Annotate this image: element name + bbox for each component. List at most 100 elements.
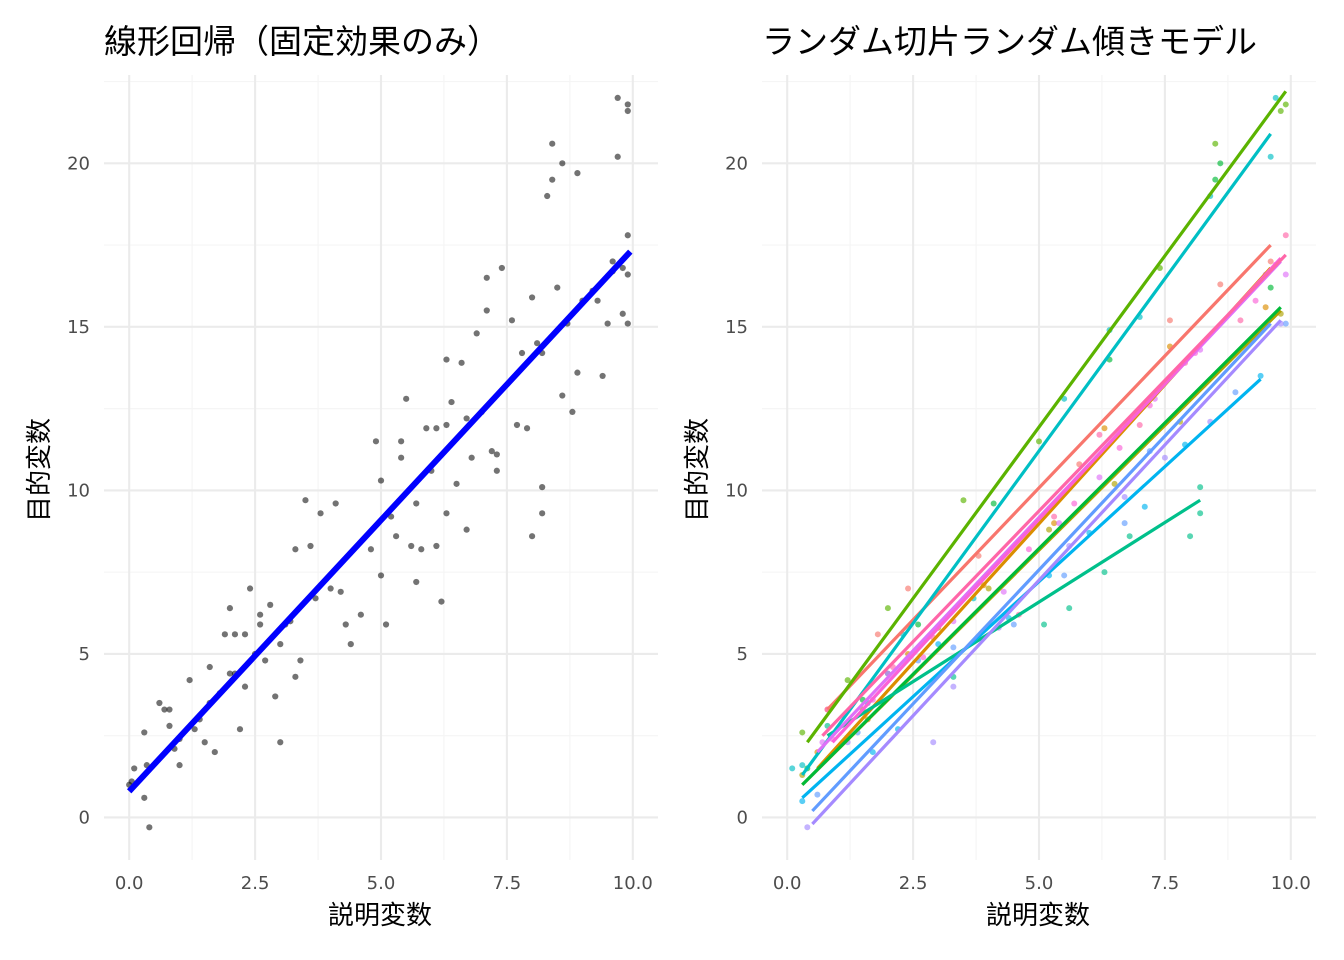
- panel-1-data-point: [342, 621, 349, 628]
- panel-1-data-point: [423, 425, 430, 432]
- panel-1-x-axis-label: 説明変数: [328, 901, 432, 931]
- panel-1-data-point: [493, 467, 500, 474]
- panel-1-data-point: [473, 330, 480, 337]
- panel-2-x-axis-label: 説明変数: [986, 901, 1090, 931]
- panel-2-series-point: [1136, 421, 1143, 428]
- panel-2-y-tick-label: 0: [737, 807, 748, 828]
- panel-1-data-point: [619, 310, 626, 317]
- panel-1-data-point: [463, 526, 470, 533]
- panel-1-data-point: [231, 631, 239, 638]
- panel-2-series-line-10: [811, 319, 1282, 826]
- panel-1-data-point: [508, 317, 516, 324]
- panel-2-series-point: [985, 585, 992, 592]
- panel-1-y-tick-label: 0: [79, 807, 90, 828]
- panel-1-data-point: [554, 284, 561, 291]
- panel-2-series-point: [1101, 425, 1108, 432]
- panel-2-series-point: [1267, 153, 1274, 160]
- panel-1-data-point: [347, 641, 354, 648]
- panel-2-series-point: [1212, 140, 1219, 147]
- panel-1-y-tick-label: 10: [67, 480, 90, 501]
- panel-2-series-point: [960, 497, 967, 504]
- panel-2-y-axis-label: 目的変数: [683, 418, 713, 522]
- panel-1-data-point: [186, 677, 193, 684]
- panel-1-data-point: [398, 438, 405, 445]
- panel-1-data-point: [483, 274, 490, 281]
- panel-1-data-point: [377, 572, 385, 579]
- panel-1-data-point: [559, 160, 566, 167]
- panel-1-x-tick-label: 5.0: [367, 873, 396, 894]
- panel-2-series-point: [1217, 160, 1224, 167]
- panel-1-data-point: [574, 369, 581, 376]
- panel-2-series-point: [1282, 232, 1289, 239]
- panel-2-y-tick-label: 20: [725, 153, 748, 174]
- panel-1-data-point: [327, 585, 334, 592]
- panel-1-data-point: [267, 601, 274, 608]
- panel-1-data-point: [619, 264, 626, 272]
- panel-2-series-point: [884, 605, 891, 612]
- panel-1-data-point: [246, 585, 254, 592]
- panel-1-data-point: [206, 663, 213, 671]
- panel-2-y-tick-label: 5: [737, 644, 748, 665]
- panel-2-series-point: [1096, 431, 1103, 438]
- panel-1-data-point: [166, 722, 173, 729]
- panel-2-series-line-5: [801, 306, 1282, 786]
- panel-2-y-tick-label: 10: [725, 480, 748, 501]
- panel-1-data-point: [382, 621, 390, 628]
- panel-1-data-point: [141, 794, 148, 801]
- panel-2-series-point: [1252, 297, 1259, 304]
- panel-1-x-tick-label: 2.5: [241, 873, 270, 894]
- panel-1-data-point: [574, 170, 581, 177]
- panel-1-data-point: [257, 611, 264, 618]
- panel-1-data-point: [528, 294, 536, 301]
- panel-1-data-point: [539, 484, 546, 491]
- panel-1-data-point: [539, 510, 546, 517]
- panel-2-series-point: [1282, 101, 1289, 108]
- panel-1-data-point: [377, 477, 385, 484]
- panel-1-data-point: [528, 533, 536, 540]
- panel-2-series-point: [1232, 389, 1239, 396]
- panel-1-data-point: [433, 542, 440, 550]
- panel-2-series-point: [1111, 480, 1118, 487]
- panel-2-series-4: [799, 101, 1289, 736]
- panel-1-data-point: [488, 448, 495, 455]
- panel-2-series-point: [814, 791, 821, 798]
- panel-2-series-point: [1010, 621, 1017, 628]
- panel-1-data-point: [493, 451, 500, 458]
- panel-1-data-point: [549, 176, 556, 183]
- panel-1-data-point: [614, 94, 621, 101]
- panel-1-data-point: [463, 415, 470, 422]
- panel-2-series-point: [799, 762, 806, 769]
- panel-2-series-line-7: [800, 132, 1272, 776]
- panel-2-series-point: [1116, 444, 1123, 451]
- panel-1-data-point: [226, 670, 234, 677]
- panel-1-data-point: [272, 693, 279, 700]
- panel-2-series-point: [1187, 533, 1194, 540]
- panel-1-data-point: [307, 542, 314, 550]
- panel-2-series-point: [844, 677, 851, 684]
- panel-2-series-point: [1025, 546, 1032, 553]
- panel-1-data-point: [549, 140, 556, 147]
- panel-2-series-point: [1101, 569, 1108, 576]
- panel-1-data-point: [176, 762, 183, 769]
- panel-1-data-point: [523, 425, 531, 432]
- panel-2-series-point: [1217, 281, 1224, 288]
- panel-1-data-point: [357, 611, 364, 618]
- panel-2-series-point: [1141, 503, 1148, 510]
- panel-1-data-point: [624, 320, 631, 327]
- panel-1-y-tick-label: 15: [67, 317, 90, 338]
- panel-2-series-point: [930, 739, 937, 746]
- panel-1-data-point: [614, 153, 621, 160]
- panel-1-data-point: [413, 578, 420, 586]
- panel-2-series-point: [1212, 176, 1219, 183]
- panel-2-series-point: [874, 631, 881, 638]
- panel-2-series-13: [824, 232, 1289, 713]
- panel-2-series-point: [1161, 454, 1168, 461]
- panel-1-data-point: [393, 533, 400, 540]
- panel-2-series-point: [1166, 317, 1173, 324]
- panel-1-y-tick-label: 5: [79, 644, 90, 665]
- panel-2-series-point: [905, 585, 912, 592]
- panel-1-regression-line: [126, 249, 633, 794]
- panel-1-data-point: [403, 395, 410, 402]
- panel-2-x-tick-label: 10.0: [1271, 873, 1311, 894]
- panel-1-title: 線形回帰（固定効果のみ）: [104, 22, 500, 61]
